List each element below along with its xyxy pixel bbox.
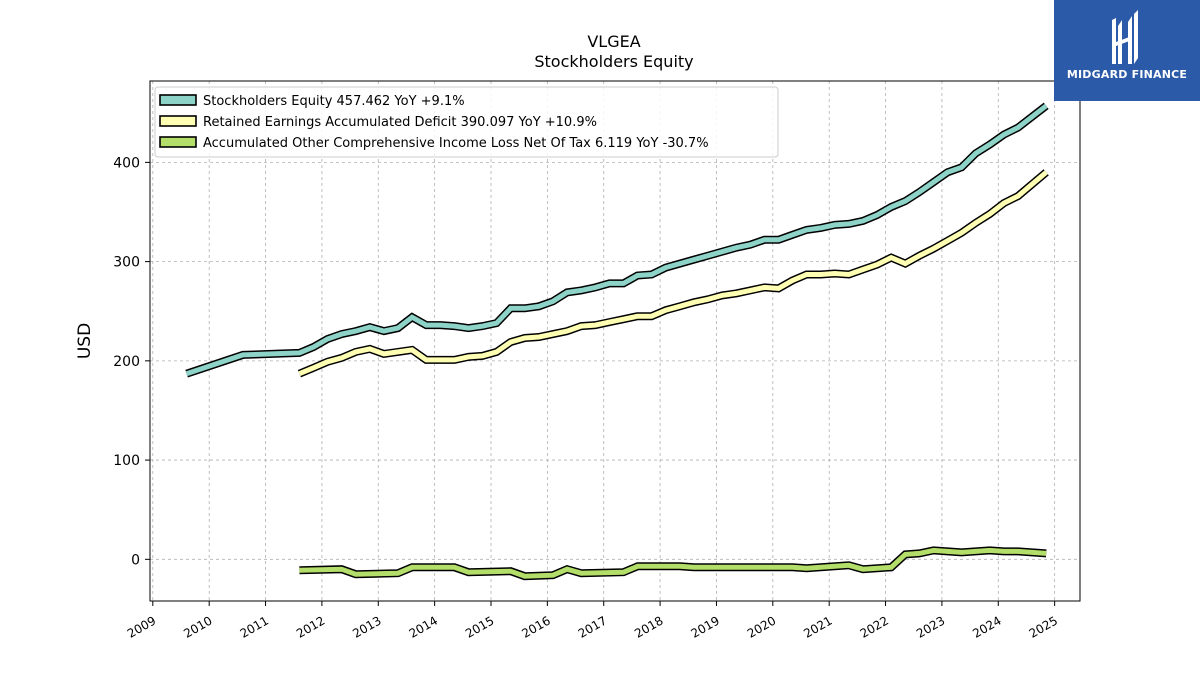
logo-text: MIDGARD FINANCE [1066, 68, 1188, 81]
x-tick-label: 2020 [745, 613, 778, 640]
x-tick-label: 2021 [801, 613, 834, 640]
x-tick-label: 2025 [1027, 613, 1060, 640]
x-tick-label: 2015 [463, 613, 496, 640]
x-tick-label: 2019 [689, 613, 722, 640]
legend-swatch [159, 115, 197, 127]
series-outline-1 [297, 169, 1049, 378]
x-tick-label: 2013 [350, 613, 383, 640]
y-tick-label: 0 [131, 552, 140, 568]
y-tick-label: 300 [113, 255, 140, 271]
chart-title: VLGEA [587, 32, 640, 51]
axis-ticks: 2009 2010 2011 2012 2013 2014 2015 2016 2017 2018… [113, 155, 1060, 640]
legend-swatch [159, 94, 197, 106]
series-outline-2 [299, 546, 1047, 581]
y-tick-label: 400 [113, 155, 140, 171]
x-tick-label: 2014 [407, 613, 440, 640]
legend-swatch [159, 136, 197, 148]
legend-label: Accumulated Other Comprehensive Income L… [203, 136, 709, 151]
x-tick-label: 2010 [181, 613, 214, 640]
y-tick-label: 100 [113, 453, 140, 469]
series-line-0 [185, 103, 1048, 377]
x-tick-label: 2024 [970, 613, 1003, 640]
x-tick-label: 2017 [576, 613, 609, 640]
x-tick-label: 2016 [519, 613, 552, 640]
legend-box [154, 86, 779, 158]
legend-label: Retained Earnings Accumulated Deficit 39… [203, 115, 597, 130]
x-tick-label: 2012 [294, 613, 327, 640]
series-line-1 [298, 170, 1048, 377]
series-lines [185, 102, 1049, 581]
grid [150, 81, 1080, 601]
chart-subtitle: Stockholders Equity [534, 52, 693, 71]
y-tick-label: 200 [113, 354, 140, 370]
legend-label: Stockholders Equity 457.462 YoY +9.1% [203, 94, 465, 109]
x-tick-label: 2023 [914, 613, 947, 640]
logo-mark-icon [1112, 10, 1138, 64]
x-tick-label: 2009 [125, 613, 158, 640]
x-tick-label: 2018 [632, 613, 665, 640]
series-line-2 [299, 547, 1047, 579]
plot-frame [149, 80, 1081, 602]
y-axis-label: USD [75, 323, 95, 359]
x-tick-label: 2011 [238, 613, 271, 640]
brand-logo: MIDGARD FINANCE [1054, 0, 1200, 101]
legend: Stockholders Equity 457.462 YoY +9.1% Ret… [154, 86, 779, 158]
x-tick-label: 2022 [858, 613, 891, 640]
